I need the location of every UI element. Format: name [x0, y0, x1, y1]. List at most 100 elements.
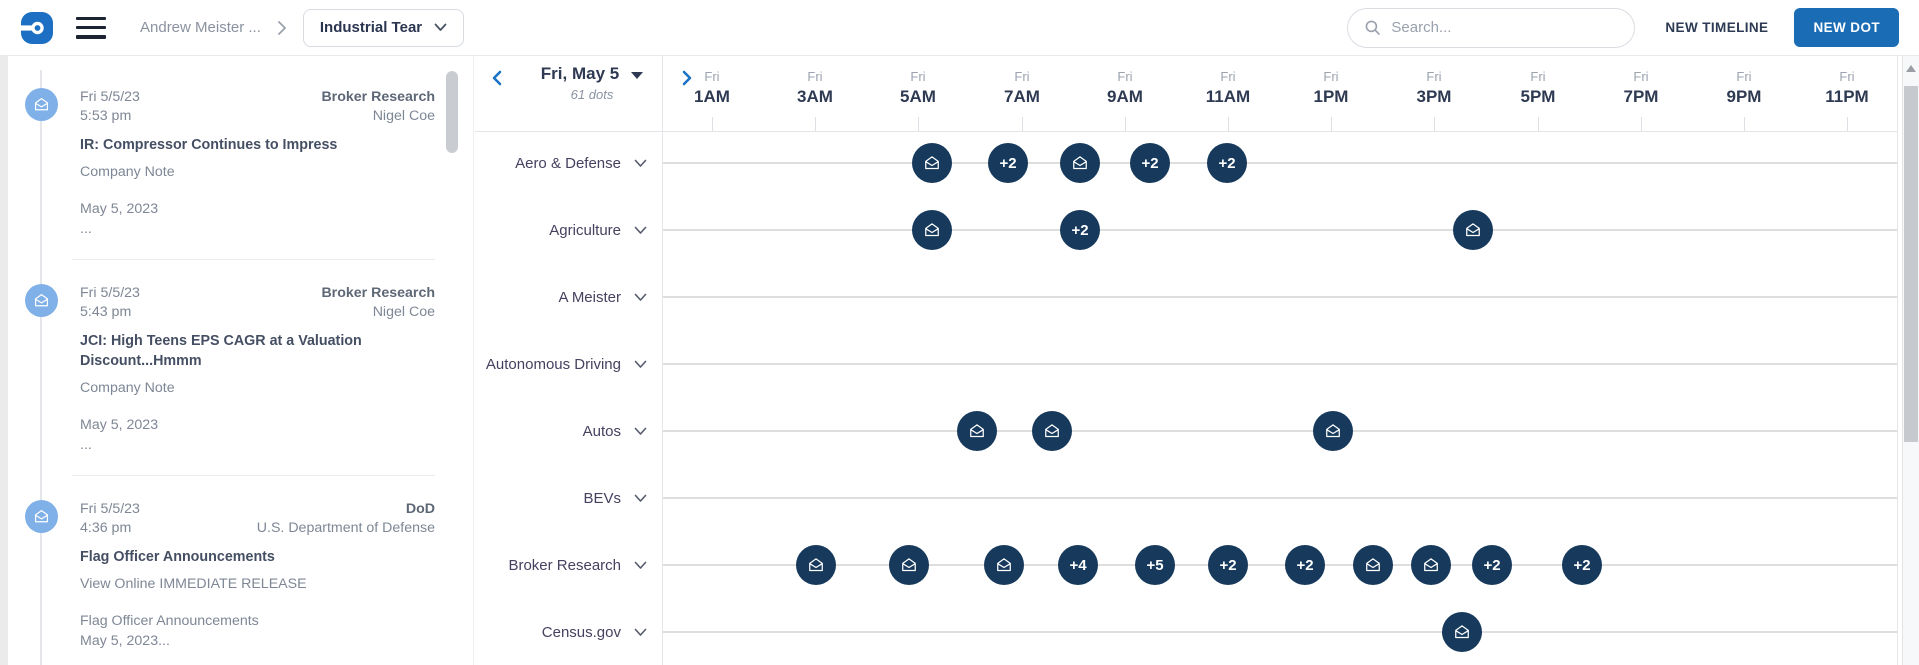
row-label-autos[interactable]: Autos [475, 420, 647, 442]
dot-count-label: +2 [1573, 556, 1591, 574]
caret-down-icon [631, 71, 644, 79]
timeline-dot-envelope[interactable] [912, 143, 952, 183]
time-column-label: Fri 11AM [1180, 68, 1276, 108]
new-timeline-button[interactable]: NEW TIMELINE [1665, 20, 1769, 35]
timeline-dot-envelope[interactable] [1313, 411, 1353, 451]
open-envelope-icon [902, 558, 916, 572]
open-envelope-icon [34, 510, 49, 523]
row-label-text: Broker Research [508, 556, 621, 574]
date-dropdown[interactable]: Fri, May 5 [507, 64, 677, 84]
app-logo-icon[interactable] [20, 11, 54, 45]
chevron-down-icon [634, 360, 647, 368]
card-separator [72, 259, 435, 260]
timeline-dot-group[interactable]: +2 [1130, 143, 1170, 183]
column-time: 9AM [1107, 87, 1143, 106]
timeline-dot-envelope[interactable] [1442, 612, 1482, 652]
menu-icon[interactable] [76, 16, 106, 39]
card-meta: May 5, 2023... [80, 199, 435, 239]
card-time: 5:53 pm [80, 108, 132, 124]
column-tick [1744, 117, 1745, 131]
timeline-dot-envelope[interactable] [1353, 545, 1393, 585]
search-input[interactable] [1391, 19, 1619, 36]
row-label-autonomous-driving[interactable]: Autonomous Driving [475, 353, 647, 375]
date-label: Fri, May 5 [540, 64, 620, 83]
timeline-dot-group[interactable]: +2 [988, 143, 1028, 183]
workspace-dropdown[interactable]: Industrial Tear [302, 8, 465, 47]
feed-connector-line [40, 70, 42, 665]
timeline-dot-envelope[interactable] [1453, 210, 1493, 250]
prev-day-button[interactable] [487, 64, 507, 95]
column-day: Fri [807, 69, 823, 84]
open-envelope-icon [1466, 223, 1480, 237]
date-block: Fri, May 5 61 dots [507, 64, 677, 102]
column-time: 3AM [797, 87, 833, 106]
chevron-down-icon [634, 293, 647, 301]
breadcrumb[interactable]: Andrew Meister ... [140, 19, 261, 36]
row-track-line [663, 631, 1897, 633]
feed-card[interactable]: Fri 5/5/23 5:53 pm Broker Research Nigel Co… [25, 88, 435, 239]
timeline-panel: Fri, May 5 61 dots Fri 1AM Fri 3AM Fri 5AM Fri… [475, 56, 1919, 665]
timeline-dot-envelope[interactable] [796, 545, 836, 585]
row-label-a-meister[interactable]: A Meister [475, 286, 647, 308]
row-label-text: A Meister [558, 288, 621, 306]
timeline-dot-envelope[interactable] [957, 411, 997, 451]
row-label-aero-defense[interactable]: Aero & Defense [475, 152, 647, 174]
page-scrollbar-thumb[interactable] [1904, 86, 1918, 442]
chevron-down-icon [634, 628, 647, 636]
column-day: Fri [1530, 69, 1546, 84]
next-day-button[interactable] [677, 64, 697, 95]
column-time: 5AM [900, 87, 936, 106]
breadcrumb-chevron-icon [277, 20, 286, 35]
row-label-agriculture[interactable]: Agriculture [475, 219, 647, 241]
time-column-label: Fri 9PM [1696, 68, 1792, 108]
timeline-dot-envelope[interactable] [912, 210, 952, 250]
feed-card[interactable]: Fri 5/5/23 5:43 pm Broker Research Nigel Co… [25, 284, 435, 455]
open-envelope-icon [34, 98, 49, 111]
card-source: Broker Research [321, 89, 435, 105]
timeline-dot-envelope[interactable] [1411, 545, 1451, 585]
card-source: Broker Research [321, 285, 435, 301]
timeline-dot-group[interactable]: +2 [1207, 143, 1247, 183]
timeline-dot-group[interactable]: +2 [1060, 210, 1100, 250]
timeline-dot-envelope[interactable] [1032, 411, 1072, 451]
row-label-bevs[interactable]: BEVs [475, 487, 647, 509]
time-column-label: Fri 7PM [1593, 68, 1689, 108]
scroll-up-arrow-icon[interactable] [1906, 65, 1916, 72]
timeline-dot-group[interactable]: +2 [1562, 545, 1602, 585]
timeline-dot-envelope[interactable] [889, 545, 929, 585]
chart-right-border [1897, 56, 1898, 665]
open-envelope-icon [1424, 558, 1438, 572]
row-label-broker-research[interactable]: Broker Research [475, 554, 647, 576]
time-column-label: Fri 9AM [1077, 68, 1173, 108]
card-subtitle: Company Note [80, 380, 175, 396]
search-box[interactable] [1347, 7, 1636, 48]
timeline-dot-group[interactable]: +2 [1208, 545, 1248, 585]
row-track-line [663, 229, 1897, 231]
row-label-text: Census.gov [541, 623, 621, 641]
open-envelope-icon [1366, 558, 1380, 572]
timeline-dot-group[interactable]: +2 [1472, 545, 1512, 585]
card-meta-line: Flag Officer Announcements [80, 613, 259, 629]
column-time: 7PM [1623, 87, 1659, 106]
column-time: 11PM [1825, 87, 1869, 106]
timeline-dot-group[interactable]: +2 [1285, 545, 1325, 585]
column-time: 1PM [1313, 87, 1349, 106]
timeline-dot-envelope[interactable] [984, 545, 1024, 585]
card-title: JCI: High Teens EPS CAGR at a Valuation … [80, 333, 362, 369]
column-time: 7AM [1004, 87, 1040, 106]
timeline-dot-group[interactable]: +5 [1135, 545, 1175, 585]
sidebar-scrollbar-thumb[interactable] [446, 71, 458, 153]
card-separator [72, 475, 435, 476]
timeline-dot-group[interactable]: +4 [1058, 545, 1098, 585]
column-time: 11AM [1205, 87, 1251, 106]
row-label-census-gov[interactable]: Census.gov [475, 621, 647, 643]
new-dot-button[interactable]: NEW DOT [1794, 8, 1899, 47]
open-envelope-icon [997, 558, 1011, 572]
left-scrollbar-track[interactable] [0, 56, 8, 665]
row-track-line [663, 363, 1897, 365]
search-icon [1366, 20, 1381, 35]
card-subtitle: Company Note [80, 164, 175, 180]
page-scrollbar[interactable] [1902, 56, 1919, 665]
feed-card[interactable]: Fri 5/5/23 4:36 pm DoD U.S. Department of D… [25, 500, 435, 651]
timeline-dot-envelope[interactable] [1060, 143, 1100, 183]
